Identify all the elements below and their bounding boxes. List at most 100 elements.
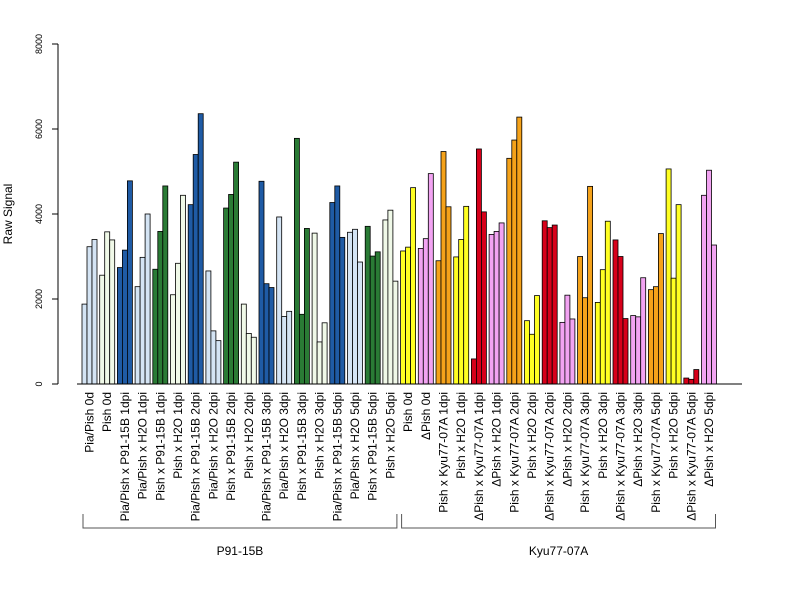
- category-label: ΔPish x Kyu77-07A 1dpi: [472, 392, 486, 521]
- group-label: Kyu77-07A: [529, 544, 588, 558]
- bar: [435, 260, 442, 385]
- bar: [127, 180, 133, 385]
- bar: [630, 315, 637, 385]
- bar: [81, 303, 88, 385]
- bar: [417, 248, 424, 385]
- bar: [577, 256, 583, 385]
- category-label: Pish x H2O 2dpi: [525, 392, 539, 479]
- bar: [594, 301, 601, 385]
- bar: [559, 321, 566, 385]
- category-label: Pia/Pish x H2O 2dpi: [206, 392, 220, 499]
- bar: [91, 239, 98, 385]
- bar: [463, 205, 470, 385]
- bar: [653, 286, 659, 385]
- bar: [268, 287, 275, 385]
- bar: [104, 231, 111, 385]
- bar: [334, 185, 341, 385]
- group-bracket: [401, 514, 716, 529]
- category-label: Pish x P91-15B 3dpi: [295, 392, 309, 501]
- bar: [506, 157, 513, 385]
- bar: [250, 336, 257, 385]
- bar: [157, 231, 164, 385]
- bar: [162, 185, 169, 385]
- bar: [210, 330, 217, 385]
- bar: [144, 213, 151, 385]
- bar: [352, 228, 358, 385]
- bar: [175, 262, 181, 385]
- bar: [569, 318, 576, 385]
- category-label: Pish x H2O 5dpi: [667, 392, 681, 479]
- bar: [281, 316, 288, 385]
- category-label: Pia/Pish x P91-15B 5dpi: [330, 392, 344, 521]
- bar: [117, 267, 123, 385]
- category-label: ΔPish x H2O 2dpi: [560, 392, 574, 487]
- category-label: ΔPish x H2O 1dpi: [490, 392, 504, 487]
- category-label: Pish x H2O 2dpi: [242, 392, 256, 479]
- bar: [604, 220, 611, 385]
- bar: [498, 222, 505, 385]
- bar: [303, 228, 310, 385]
- bar: [427, 173, 434, 385]
- bar: [387, 209, 394, 385]
- bar: [635, 316, 642, 385]
- bar: [86, 246, 93, 385]
- category-label: Pish x H2O 1dpi: [454, 392, 468, 479]
- bar: [192, 154, 199, 385]
- bar: [706, 169, 712, 385]
- category-label: Pish x H2O 3dpi: [313, 392, 327, 479]
- bar: [516, 116, 523, 385]
- category-label: Pish 0d: [401, 392, 415, 432]
- category-label: ΔPish x Kyu77-07A 5dpi: [684, 392, 698, 521]
- y-tick-label: 4000: [34, 204, 44, 224]
- bar: [134, 286, 141, 385]
- bar: [223, 207, 230, 385]
- y-axis: 0 2000 4000 6000 8000: [34, 34, 59, 387]
- bar: [622, 318, 629, 385]
- category-label: Pish x P91-15B 5dpi: [366, 392, 380, 501]
- group-bracket: [82, 514, 398, 529]
- category-label: Pia/Pish x H2O 3dpi: [277, 392, 291, 499]
- category-label: Pia/Pish 0d: [83, 392, 97, 453]
- bar: [316, 341, 323, 385]
- category-label: Pish x H2O 3dpi: [596, 392, 610, 479]
- category-label: Pish x P91-15B 1dpi: [153, 392, 167, 501]
- bar: [374, 251, 381, 385]
- bar: [245, 333, 252, 385]
- bar: [109, 239, 116, 385]
- y-tick-label: 2000: [34, 289, 44, 309]
- category-label: Pia/Pish x P91-15B 1dpi: [118, 392, 132, 521]
- bar: [205, 270, 212, 385]
- bar: [587, 185, 593, 385]
- bar: [357, 261, 363, 385]
- bar: [470, 358, 477, 385]
- bar: [400, 250, 407, 385]
- bar: [276, 216, 283, 385]
- bar: [458, 239, 465, 385]
- bar: [422, 238, 429, 385]
- bar: [215, 340, 222, 385]
- bar: [197, 113, 204, 385]
- y-tick-label: 8000: [34, 34, 44, 54]
- bar: [410, 187, 417, 385]
- bar: [298, 313, 305, 385]
- group-label: P91-15B: [217, 544, 264, 558]
- bar: [286, 310, 293, 385]
- bar: [139, 256, 146, 385]
- bar: [445, 206, 452, 385]
- category-label: Pish x H2O 5dpi: [383, 392, 397, 479]
- bar: [564, 294, 571, 385]
- y-tick-label: 6000: [34, 119, 44, 139]
- bar: [405, 246, 412, 385]
- category-label: Pia/Pish x H2O 5dpi: [348, 392, 362, 499]
- bar: [488, 233, 495, 385]
- category-label: ΔPish x H2O 5dpi: [702, 392, 716, 487]
- bar: [612, 239, 619, 385]
- bar: [347, 231, 353, 385]
- bar: [99, 274, 106, 385]
- bar: [475, 148, 482, 385]
- bar: [170, 294, 176, 385]
- category-label: Pish x Kyu77-07A 1dpi: [437, 392, 451, 513]
- bar: [233, 161, 240, 385]
- bar: [617, 256, 624, 385]
- category-label: Pia/Pish x H2O 1dpi: [136, 392, 150, 499]
